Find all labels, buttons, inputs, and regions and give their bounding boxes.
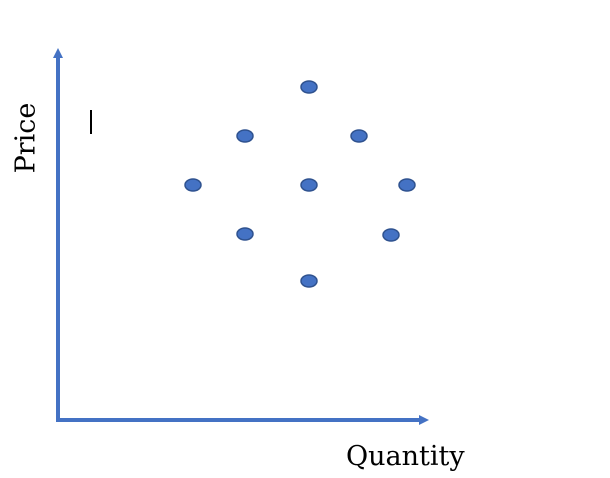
data-point-upper-left [236,129,254,143]
data-point-top [300,80,318,94]
x-axis-label: Quantity [346,441,465,472]
data-point-bottom [300,274,318,288]
axes [53,48,429,425]
data-point-center [300,178,318,192]
data-points [184,80,416,288]
text-cursor [90,110,92,134]
data-point-lower-right [382,228,400,242]
data-point-mid-left [184,178,202,192]
data-point-mid-right [398,178,416,192]
data-point-lower-left [236,227,254,241]
y-axis-label: Price [10,102,42,174]
data-point-upper-right [350,129,368,143]
